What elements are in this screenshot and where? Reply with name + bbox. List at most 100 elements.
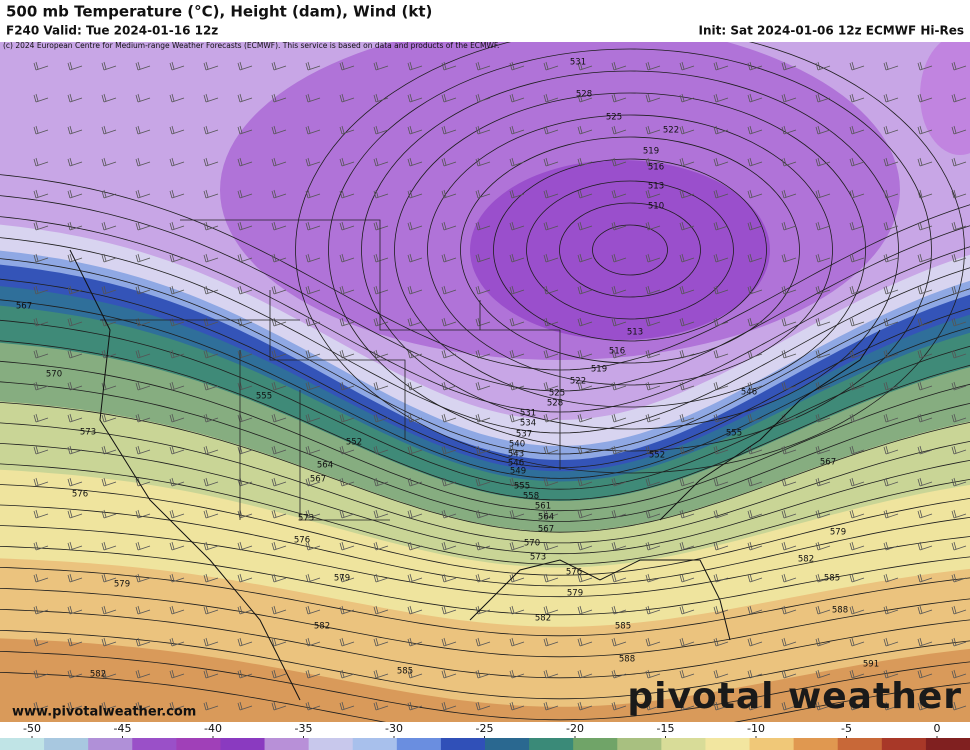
wind-barb	[339, 317, 355, 327]
wind-barb	[713, 669, 729, 679]
wind-barb	[883, 477, 899, 487]
wind-barb	[679, 701, 695, 711]
wind-barb	[475, 509, 491, 519]
wind-barb	[135, 445, 151, 455]
wind-barb	[373, 445, 389, 455]
contour-label: 570	[524, 539, 540, 549]
wind-barb	[543, 541, 559, 551]
wind-barb	[169, 701, 185, 711]
wind-barb	[781, 701, 797, 711]
wind-barb	[67, 701, 83, 711]
wind-barb	[781, 637, 797, 647]
wind-barb	[441, 125, 457, 135]
wind-barb	[67, 253, 83, 263]
wind-barb	[33, 413, 49, 423]
wind-barb	[67, 509, 83, 519]
wind-barb	[781, 541, 797, 551]
contour-label: 579	[830, 528, 846, 538]
wind-barb	[747, 573, 763, 583]
wind-barb	[203, 573, 219, 583]
wind-barb	[101, 445, 117, 455]
wind-barb	[679, 381, 695, 391]
valid-time: F240 Valid: Tue 2024-01-16 12z	[6, 24, 218, 38]
wind-barb	[441, 157, 457, 167]
contour-label: 513	[648, 182, 664, 192]
wind-barb	[407, 125, 423, 135]
contour-label: 558	[523, 492, 539, 502]
wind-barb	[475, 157, 491, 167]
wind-barb	[271, 189, 287, 199]
wind-barb	[815, 189, 831, 199]
wind-barb	[747, 701, 763, 711]
wind-barb	[169, 381, 185, 391]
wind-barb	[67, 189, 83, 199]
wind-barb	[815, 445, 831, 455]
wind-barb	[33, 445, 49, 455]
colorbar-tick-label: -40	[204, 722, 222, 735]
wind-barb	[441, 381, 457, 391]
contour-label: 522	[663, 126, 679, 136]
wind-barb	[679, 509, 695, 519]
wind-barb	[577, 189, 593, 199]
wind-barb	[339, 509, 355, 519]
wind-barb	[747, 605, 763, 615]
coastline	[69, 249, 881, 701]
wind-barb	[577, 349, 593, 359]
wind-barb	[101, 509, 117, 519]
wind-barb	[101, 669, 117, 679]
wind-barb	[951, 285, 967, 295]
height-contour	[559, 202, 701, 298]
wind-barb	[747, 157, 763, 167]
wind-barb	[577, 221, 593, 231]
wind-barb	[951, 61, 967, 71]
colorbar-cell	[220, 738, 266, 750]
wind-barb	[169, 637, 185, 647]
wind-barb	[407, 477, 423, 487]
wind-barb	[917, 509, 933, 519]
wind-barb	[543, 349, 559, 359]
wind-barb	[713, 349, 729, 359]
wind-barb	[33, 541, 49, 551]
wind-barb	[577, 477, 593, 487]
colorbar: -50 -45 -40 -35 -30 -25 -20 -15 -10 -5 0	[0, 722, 970, 750]
wind-barb	[203, 541, 219, 551]
wind-barb	[611, 61, 627, 71]
wind-barb	[169, 669, 185, 679]
wind-barb	[713, 61, 729, 71]
wind-barb	[849, 157, 865, 167]
wind-barb	[339, 701, 355, 711]
wind-barb	[917, 317, 933, 327]
wind-barb	[713, 637, 729, 647]
wind-barb	[917, 157, 933, 167]
wind-barb	[203, 61, 219, 71]
height-contour	[0, 422, 970, 544]
wind-barb	[271, 445, 287, 455]
colorbar-cell	[440, 738, 486, 750]
wind-barb	[849, 605, 865, 615]
wind-barb	[747, 381, 763, 391]
wind-barb	[475, 445, 491, 455]
wind-barb	[781, 605, 797, 615]
wind-barb	[407, 189, 423, 199]
wind-barb	[951, 669, 967, 679]
wind-barb	[441, 573, 457, 583]
wind-barb	[611, 381, 627, 391]
wind-barb	[883, 221, 899, 231]
wind-barb	[645, 221, 661, 231]
wind-barb	[169, 349, 185, 359]
wind-barb	[883, 285, 899, 295]
wind-barb	[815, 477, 831, 487]
wind-barb	[645, 61, 661, 71]
wind-barb	[577, 605, 593, 615]
wind-barb	[305, 285, 321, 295]
colorbar-tick-label: -35	[295, 722, 313, 735]
wind-barb	[815, 381, 831, 391]
wind-barb	[815, 573, 831, 583]
wind-barb	[475, 93, 491, 103]
wind-barb	[679, 637, 695, 647]
wind-barb	[373, 253, 389, 263]
wind-barb	[339, 381, 355, 391]
wind-barb	[407, 253, 423, 263]
wind-barb	[849, 669, 865, 679]
wind-barb	[747, 61, 763, 71]
